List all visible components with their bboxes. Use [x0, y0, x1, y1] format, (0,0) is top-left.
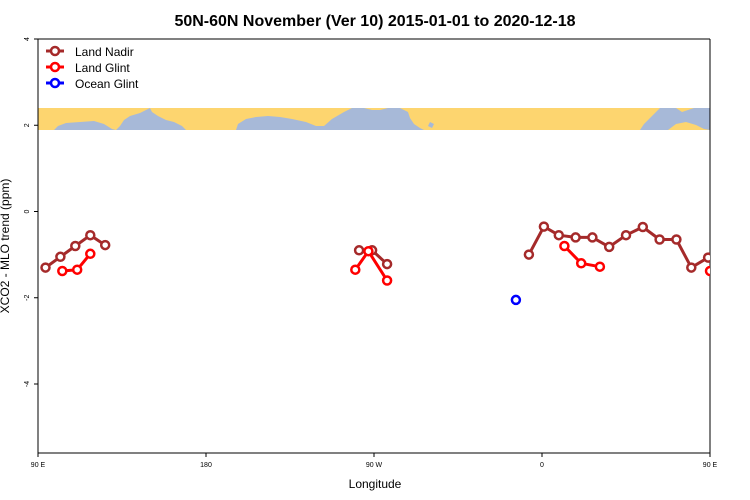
legend: Land Nadir Land Glint Ocean Glint [46, 45, 139, 91]
data-point-land-nadir [570, 232, 581, 243]
series-ocean-glint [510, 294, 522, 306]
legend-item-land-nadir: Land Nadir [46, 45, 134, 59]
legend-label-ocean-glint: Ocean Glint [75, 77, 139, 91]
legend-marker-land-glint [49, 61, 61, 73]
x-tick-label: 90 E [31, 462, 46, 469]
legend-item-ocean-glint: Ocean Glint [46, 77, 139, 91]
series-layer [40, 221, 744, 306]
data-point-land-nadir [538, 221, 550, 232]
data-point-land-glint [363, 245, 374, 257]
series-line-land-glint [709, 269, 710, 271]
data-point-land-glint [559, 240, 570, 252]
y-tick-label: 4 [24, 37, 31, 41]
data-point-land-nadir [671, 234, 682, 245]
map-land [38, 108, 710, 130]
x-tick-label: 90 E [703, 462, 718, 469]
data-point-land-nadir [702, 252, 710, 263]
data-point-land-glint [719, 267, 727, 275]
data-point-land-glint [575, 258, 587, 269]
x-tick-label: 90 W [366, 462, 383, 469]
data-point-ocean-glint [510, 294, 522, 306]
data-point-land-nadir [55, 251, 66, 263]
data-point-land-glint [350, 264, 361, 275]
data-point-land-glint [71, 264, 83, 275]
data-point-land-nadir [637, 221, 649, 233]
data-point-land-nadir [553, 229, 565, 241]
data-point-land-glint [381, 275, 393, 286]
legend-marker-land-nadir [49, 45, 61, 57]
data-point-land-nadir [721, 242, 729, 250]
data-point-land-nadir [523, 249, 535, 260]
x-tick-label: 180 [200, 462, 212, 469]
y-axis-ticks: 4 2 0 -2 -4 [24, 37, 38, 387]
y-tick-label: 2 [24, 123, 31, 127]
map-islands [138, 113, 434, 128]
x-axis-ticks: 90 E 180 90 W 0 90 E [31, 453, 718, 469]
legend-label-land-glint: Land Glint [75, 61, 130, 75]
x-tick-label: 0 [540, 462, 544, 469]
data-point-land-nadir [736, 233, 744, 241]
data-point-land-nadir [603, 241, 615, 253]
data-point-land-nadir [353, 245, 365, 256]
series-land-glint [57, 240, 740, 286]
x-axis-label: Longitude [349, 477, 402, 491]
y-axis-label: XCO2 - MLO trend (ppm) [0, 179, 12, 314]
legend-label-land-nadir: Land Nadir [75, 45, 134, 59]
data-point-land-glint [57, 265, 68, 277]
legend-marker-ocean-glint [49, 77, 61, 89]
chart-title: 50N-60N November (Ver 10) 2015-01-01 to … [174, 13, 575, 30]
data-point-land-glint [594, 261, 606, 272]
world-map-band [38, 108, 710, 130]
data-point-land-glint [85, 248, 96, 260]
data-point-land-nadir [620, 229, 632, 241]
y-tick-label: -2 [24, 295, 31, 301]
legend-item-land-glint: Land Glint [46, 61, 130, 75]
y-tick-label: 0 [24, 209, 31, 213]
data-point-land-nadir [40, 262, 51, 273]
series-line-land-nadir [44, 233, 107, 269]
data-point-land-nadir [85, 229, 96, 241]
data-point-land-nadir [587, 232, 598, 243]
data-point-land-nadir [381, 258, 393, 270]
series-land-nadir [40, 221, 744, 273]
data-point-land-nadir [686, 262, 697, 273]
data-point-land-nadir [99, 239, 111, 251]
data-point-land-nadir [654, 234, 665, 245]
y-tick-label: -4 [24, 381, 31, 387]
data-point-land-glint [732, 249, 740, 257]
data-point-land-glint [704, 265, 710, 277]
data-point-land-nadir [70, 240, 81, 252]
